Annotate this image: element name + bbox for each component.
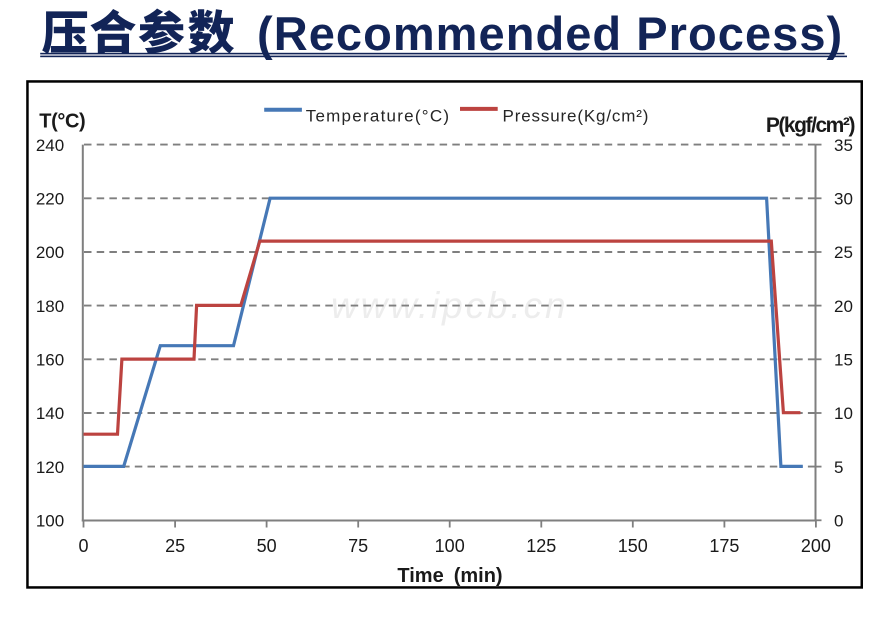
- svg-text:220: 220: [36, 190, 64, 209]
- svg-text:100: 100: [36, 512, 64, 531]
- svg-text:25: 25: [165, 536, 185, 556]
- svg-text:25: 25: [834, 243, 853, 262]
- svg-text:15: 15: [834, 351, 853, 370]
- svg-text:125: 125: [526, 536, 556, 556]
- svg-text:20: 20: [834, 297, 853, 316]
- svg-text:175: 175: [709, 536, 739, 556]
- svg-text:10: 10: [834, 404, 853, 423]
- svg-text:P(kgf/cm²): P(kgf/cm²): [766, 114, 855, 137]
- svg-text:Pressure(Kg/cm²): Pressure(Kg/cm²): [503, 107, 650, 126]
- svg-text:0: 0: [834, 512, 843, 531]
- svg-text:T(°C): T(°C): [39, 111, 85, 133]
- svg-text:Time (min): Time (min): [397, 565, 502, 587]
- svg-text:100: 100: [435, 536, 465, 556]
- svg-text:0: 0: [78, 536, 88, 556]
- svg-text:50: 50: [257, 536, 277, 556]
- svg-text:(Recommended Process): (Recommended Process): [257, 7, 843, 60]
- svg-text:200: 200: [801, 536, 831, 556]
- svg-text:180: 180: [36, 297, 64, 316]
- svg-text:200: 200: [36, 243, 64, 262]
- svg-text:240: 240: [36, 136, 64, 155]
- svg-text:120: 120: [36, 458, 64, 477]
- svg-text:30: 30: [834, 190, 853, 209]
- svg-text:35: 35: [834, 136, 853, 155]
- svg-text:Temperature(°C): Temperature(°C): [306, 107, 451, 126]
- svg-text:150: 150: [618, 536, 648, 556]
- svg-text:160: 160: [36, 351, 64, 370]
- svg-text:75: 75: [348, 536, 368, 556]
- svg-text:5: 5: [834, 458, 843, 477]
- svg-text:140: 140: [36, 404, 64, 423]
